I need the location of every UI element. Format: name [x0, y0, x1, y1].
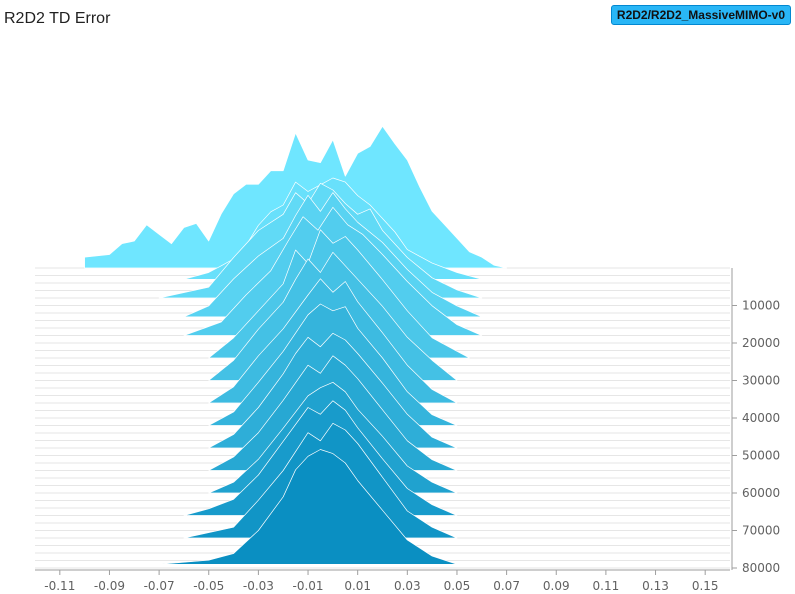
x-tick-label: -0.01 — [293, 579, 324, 593]
y-tick-label: 80000 — [742, 561, 780, 575]
x-tick-label: 0.15 — [692, 579, 719, 593]
x-tick-label: -0.09 — [94, 579, 125, 593]
x-tick-label: 0.11 — [593, 579, 620, 593]
x-tick-label: 0.07 — [493, 579, 520, 593]
x-tick-label: -0.11 — [44, 579, 75, 593]
y-tick-label: 10000 — [742, 299, 780, 313]
x-tick-label: -0.03 — [243, 579, 274, 593]
x-tick-label: 0.05 — [444, 579, 471, 593]
x-tick-label: 0.13 — [642, 579, 669, 593]
y-axis: 10000 20000 30000 40000 50000 60000 70000 80000 — [731, 268, 780, 575]
x-axis: -0.11 -0.09 -0.07 -0.05 -0.03 -0.01 0.01 0.03 0.… — [35, 569, 730, 593]
x-tick-label: 0.01 — [344, 579, 371, 593]
chart-title: R2D2 TD Error — [4, 10, 111, 27]
y-tick-label: 70000 — [742, 524, 780, 538]
run-tag-badge[interactable]: R2D2/R2D2_MassiveMIMO-v0 — [610, 5, 791, 25]
x-tick-label: -0.05 — [193, 579, 224, 593]
x-tick-label: 0.09 — [543, 579, 570, 593]
y-tick-label: 40000 — [742, 411, 780, 425]
y-tick-label: 20000 — [742, 336, 780, 350]
x-tick-label: 0.03 — [394, 579, 421, 593]
y-tick-label: 60000 — [742, 486, 780, 500]
ridge-step-79000 — [158, 449, 458, 565]
x-tick-label: -0.07 — [144, 579, 175, 593]
y-tick-label: 30000 — [742, 374, 780, 388]
y-tick-label: 50000 — [742, 449, 780, 463]
ridges — [84, 125, 507, 565]
